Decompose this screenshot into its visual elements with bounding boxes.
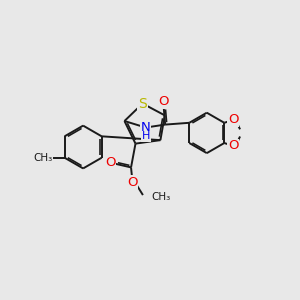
Text: S: S (138, 97, 147, 110)
Text: O: O (158, 95, 169, 108)
Text: N: N (141, 121, 151, 134)
Text: O: O (228, 140, 238, 152)
Text: O: O (127, 176, 138, 189)
Text: CH₃: CH₃ (33, 153, 52, 163)
Text: CH₃: CH₃ (151, 191, 170, 202)
Text: O: O (228, 113, 238, 126)
Text: O: O (105, 156, 116, 169)
Text: H: H (142, 131, 150, 142)
